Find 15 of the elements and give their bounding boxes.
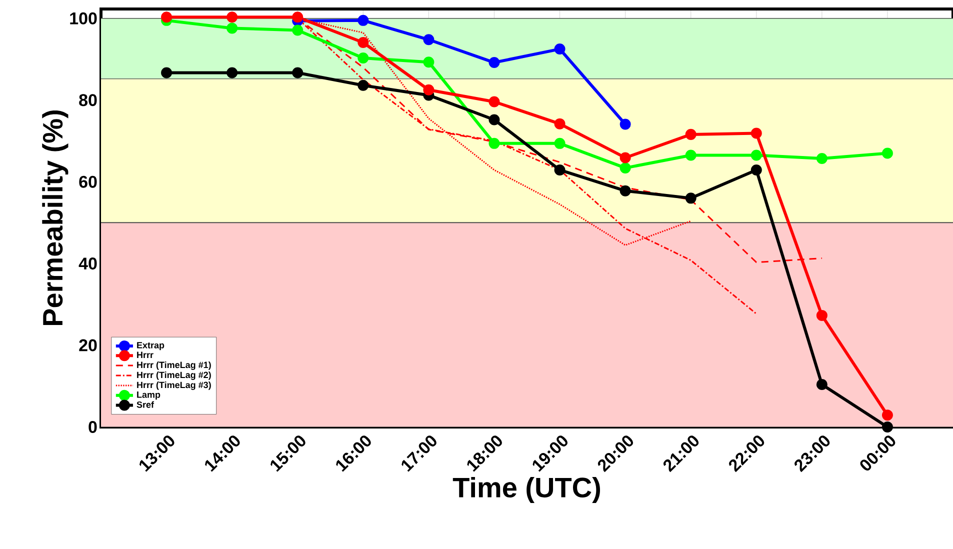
- y-tick-label: 40: [78, 258, 97, 270]
- y-tick-label: 80: [79, 94, 97, 106]
- legend-label: Extrap: [137, 342, 164, 350]
- legend-label: Hrrr (TimeLag #3): [137, 382, 211, 390]
- y-tick-label: 0: [88, 420, 97, 434]
- y-axis-title: Permeability (%): [42, 110, 68, 326]
- legend-label: Lamp: [137, 392, 160, 400]
- y-tick-label: 20: [79, 339, 97, 352]
- legend-label: Hrrr (TimeLag #2): [137, 372, 211, 380]
- legend-label: Hrrr (TimeLag #1): [137, 361, 211, 370]
- legend-label: Sref: [136, 401, 154, 408]
- x-axis-title: Time (UTC): [452, 476, 600, 504]
- legend-label: Hrrr: [137, 352, 154, 358]
- y-tick-label: 100: [70, 12, 97, 24]
- y-tick-label: 60: [79, 176, 97, 188]
